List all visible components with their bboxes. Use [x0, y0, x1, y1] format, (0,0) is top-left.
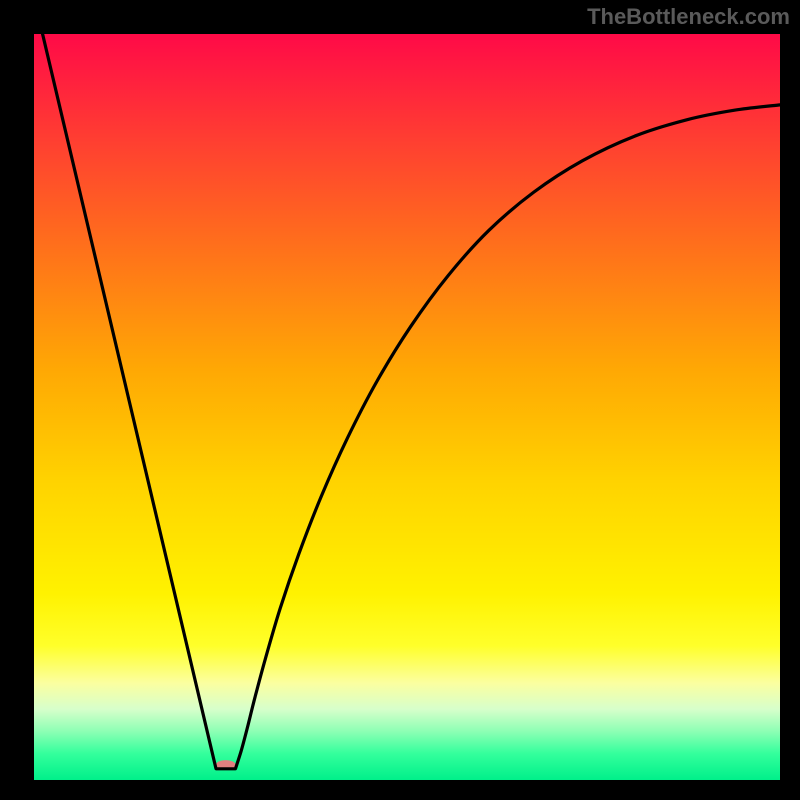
- bottleneck-chart: TheBottleneck.com: [0, 0, 800, 800]
- chart-svg: [0, 0, 800, 800]
- plot-background: [34, 34, 780, 780]
